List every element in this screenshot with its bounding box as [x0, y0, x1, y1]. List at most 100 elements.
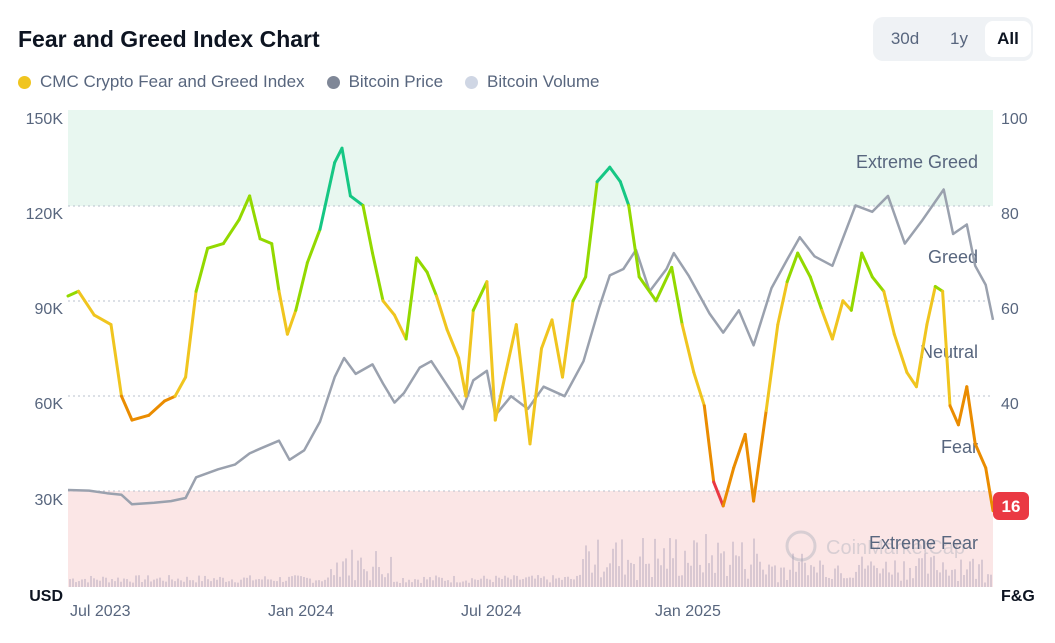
volume-bar — [687, 562, 689, 587]
volume-bar — [510, 579, 512, 587]
fear-greed-segment — [882, 289, 896, 336]
volume-bar — [846, 578, 848, 587]
volume-bar — [738, 556, 740, 587]
volume-bar — [942, 562, 944, 587]
volume-bar — [897, 572, 899, 587]
volume-bar — [669, 538, 671, 587]
volume-bar — [345, 558, 347, 587]
volume-bar — [258, 579, 260, 587]
volume-bar — [249, 575, 251, 587]
current-value-badge-bg — [993, 492, 1029, 520]
fear-greed-segment — [571, 275, 588, 303]
volume-bar — [399, 582, 401, 587]
volume-bar — [906, 579, 908, 587]
volume-bar — [909, 567, 911, 587]
volume-bar — [564, 576, 566, 587]
volume-bar — [207, 579, 209, 587]
volume-bar — [741, 542, 743, 587]
volume-bar — [873, 565, 875, 587]
fear-greed-segment — [984, 466, 995, 513]
volume-bar — [915, 565, 917, 587]
volume-bar — [666, 568, 668, 587]
fear-greed-segment — [808, 275, 824, 312]
volume-bar — [417, 579, 419, 587]
volume-bar — [456, 582, 458, 587]
volume-bar — [264, 576, 266, 587]
legend-item-bitcoin-price[interactable]: Bitcoin Price — [326, 72, 443, 92]
volume-bar — [798, 561, 800, 587]
volume-bar — [981, 559, 983, 587]
x-axis-tick: Jul 2023 — [70, 603, 131, 620]
fear-greed-segment — [540, 318, 554, 350]
volume-bar — [111, 579, 113, 587]
range-all-button[interactable]: All — [985, 21, 1031, 57]
volume-bar — [540, 577, 542, 587]
volume-bar — [705, 534, 707, 587]
volume-bar — [528, 576, 530, 587]
fear-greed-segment — [206, 242, 225, 250]
volume-bar — [966, 569, 968, 587]
fear-greed-segment — [173, 375, 188, 398]
fear-greed-segment — [712, 480, 725, 508]
legend-item-bitcoin-volume[interactable]: Bitcoin Volume — [465, 72, 600, 92]
volume-bar — [93, 578, 95, 587]
volume-bar — [840, 573, 842, 587]
volume-bar — [615, 542, 617, 587]
fear-greed-segment — [627, 203, 641, 279]
current-value-text: 16 — [1002, 497, 1021, 516]
left-axis-tick: 60K — [35, 396, 64, 413]
volume-bars — [69, 534, 992, 587]
fear-greed-segment — [184, 289, 198, 379]
fear-greed-segment — [485, 280, 497, 422]
fear-greed-segment — [361, 203, 374, 255]
gridlines — [68, 205, 993, 492]
volume-bar — [426, 579, 428, 587]
volume-bar — [573, 579, 575, 587]
fear-greed-segment — [66, 289, 80, 298]
volume-bar — [759, 561, 761, 587]
volume-bar — [468, 582, 470, 587]
volume-bar — [912, 578, 914, 587]
volume-bar — [126, 579, 128, 587]
right-axis-tick: 100 — [1001, 111, 1028, 128]
fear-greed-segment — [914, 323, 929, 389]
volume-bar — [363, 569, 365, 587]
fear-greed-segment — [294, 261, 309, 312]
volume-bar — [135, 575, 137, 587]
fear-greed-segment — [514, 323, 532, 446]
volume-bar — [774, 565, 776, 587]
volume-bar — [612, 548, 614, 587]
volume-bar — [789, 569, 791, 587]
fear-greed-segment — [743, 432, 756, 503]
volume-bar — [732, 541, 734, 587]
volume-bar — [801, 553, 803, 587]
volume-bar — [432, 580, 434, 587]
volume-bar — [129, 581, 131, 587]
volume-bar — [804, 562, 806, 587]
fear-greed-segment — [425, 270, 438, 298]
zone-labels: Extreme Greed Greed Neutral Fear Extreme… — [856, 152, 978, 553]
volume-bar — [333, 575, 335, 587]
fear-greed-segment — [785, 251, 800, 284]
volume-bar — [630, 562, 632, 587]
volume-bar — [699, 564, 701, 587]
range-30d-button[interactable]: 30d — [890, 29, 920, 48]
volume-bar — [477, 579, 479, 587]
fear-greed-segment — [194, 246, 210, 293]
legend-item-fear-greed[interactable]: CMC Crypto Fear and Greed Index — [18, 72, 305, 92]
fear-greed-segment — [348, 194, 365, 207]
volume-bar — [279, 577, 281, 587]
volume-bar — [186, 576, 188, 587]
volume-bar — [204, 575, 206, 587]
volume-bar — [828, 577, 830, 587]
volume-bar — [555, 578, 557, 587]
volume-bar — [183, 581, 185, 587]
volume-bar — [219, 576, 221, 587]
range-1y-button[interactable]: 1y — [950, 29, 968, 48]
volume-bar — [561, 579, 563, 587]
volume-bar — [465, 580, 467, 587]
right-axis-tick: 40 — [1001, 396, 1019, 413]
fear-greed-segment — [732, 432, 747, 470]
volume-bar — [90, 575, 92, 587]
